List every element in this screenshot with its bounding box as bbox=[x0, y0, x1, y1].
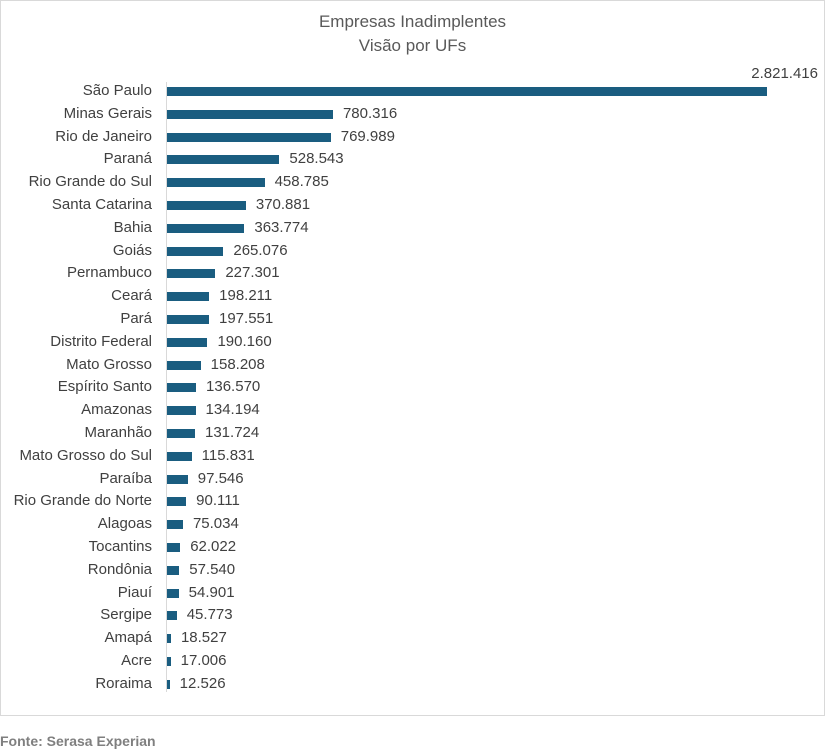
category-label: Paraná bbox=[103, 150, 152, 168]
value-label: 131.724 bbox=[205, 424, 260, 441]
category-label: Goiás bbox=[112, 241, 152, 259]
category-label: Amazonas bbox=[81, 401, 152, 419]
value-label: 75.034 bbox=[192, 515, 239, 533]
value-label: 97.546 bbox=[197, 469, 244, 487]
value-label: 18.527 bbox=[180, 629, 227, 647]
category-label: Pernambuco bbox=[66, 264, 152, 282]
category-label: Maranhão bbox=[84, 424, 152, 441]
category-label: Mato Grosso do Sul bbox=[19, 446, 152, 464]
category-label: Sergipe bbox=[100, 606, 152, 624]
bar bbox=[167, 679, 170, 689]
value-label: 265.076 bbox=[233, 241, 288, 259]
value-label: 227.301 bbox=[225, 264, 280, 282]
bar bbox=[167, 634, 171, 644]
value-label: 197.551 bbox=[219, 310, 274, 327]
value-label: 190.160 bbox=[217, 332, 272, 350]
bar bbox=[167, 360, 201, 370]
category-label: Espírito Santo bbox=[57, 378, 152, 396]
bar bbox=[167, 474, 188, 484]
category-label: Tocantins bbox=[88, 538, 152, 555]
value-label: 12.526 bbox=[179, 674, 226, 692]
category-label: Piauí bbox=[117, 583, 152, 601]
value-label: 528.543 bbox=[289, 150, 344, 168]
category-label: Rio Grande do Norte bbox=[13, 492, 152, 510]
value-label: 370.881 bbox=[255, 196, 311, 213]
bar bbox=[167, 611, 177, 621]
value-label: 134.194 bbox=[205, 401, 260, 419]
category-label: Acre bbox=[121, 652, 152, 669]
bar bbox=[167, 87, 767, 96]
category-label: Distrito Federal bbox=[50, 332, 152, 350]
bar bbox=[167, 315, 209, 324]
bar bbox=[167, 178, 265, 188]
bar bbox=[167, 429, 195, 438]
category-label: Mato Grosso bbox=[66, 355, 152, 373]
bar bbox=[167, 588, 179, 598]
category-label: Amapá bbox=[104, 629, 152, 647]
value-label: 158.208 bbox=[210, 355, 265, 373]
category-axis-line bbox=[166, 82, 167, 692]
value-label: 54.901 bbox=[188, 583, 235, 601]
bar bbox=[167, 223, 245, 233]
value-label: 2.821.416 bbox=[751, 65, 818, 82]
chart-title: Empresas Inadimplentes bbox=[318, 12, 507, 31]
bar bbox=[167, 337, 208, 347]
value-label: 458.785 bbox=[274, 173, 329, 191]
value-label: 136.570 bbox=[206, 378, 261, 396]
value-label: 57.540 bbox=[189, 560, 236, 578]
category-label: Alagoas bbox=[97, 515, 152, 533]
bar bbox=[167, 109, 333, 119]
bar bbox=[167, 292, 210, 302]
bar bbox=[167, 201, 246, 210]
value-label: 45.773 bbox=[186, 606, 233, 624]
bar bbox=[167, 657, 171, 666]
bar bbox=[167, 246, 224, 256]
bar bbox=[167, 269, 216, 279]
bar bbox=[167, 543, 181, 552]
value-label: 62.022 bbox=[190, 538, 237, 555]
category-label: Rio de Janeiro bbox=[55, 127, 152, 145]
category-label: Santa Catarina bbox=[51, 196, 152, 213]
value-label: 780.316 bbox=[342, 104, 398, 122]
value-label: 769.989 bbox=[340, 127, 395, 145]
category-label: Rio Grande do Sul bbox=[28, 173, 152, 191]
value-label: 115.831 bbox=[201, 446, 255, 464]
bar bbox=[167, 155, 280, 165]
bar bbox=[167, 451, 192, 461]
value-label: 17.006 bbox=[180, 652, 227, 669]
chart-subtitle: Visão por UFs bbox=[358, 36, 467, 55]
bar bbox=[167, 383, 197, 393]
bar bbox=[167, 406, 196, 416]
source-note: Fonte: Serasa Experian bbox=[0, 733, 156, 749]
bar bbox=[167, 497, 187, 507]
category-label: Roraima bbox=[95, 674, 152, 692]
category-label: Pará bbox=[120, 310, 152, 327]
category-label: Ceará bbox=[111, 287, 152, 305]
category-label: Paraíba bbox=[99, 469, 152, 487]
value-label: 198.211 bbox=[219, 287, 273, 305]
chart-area bbox=[0, 0, 825, 716]
category-label: Rondônia bbox=[87, 560, 152, 578]
category-label: Bahia bbox=[113, 218, 152, 236]
category-label: São Paulo bbox=[82, 82, 152, 99]
bar bbox=[167, 132, 331, 142]
bar bbox=[167, 520, 183, 530]
bar bbox=[167, 565, 180, 575]
category-label: Minas Gerais bbox=[63, 104, 152, 122]
value-label: 90.111 bbox=[196, 492, 240, 510]
value-label: 363.774 bbox=[254, 218, 309, 236]
